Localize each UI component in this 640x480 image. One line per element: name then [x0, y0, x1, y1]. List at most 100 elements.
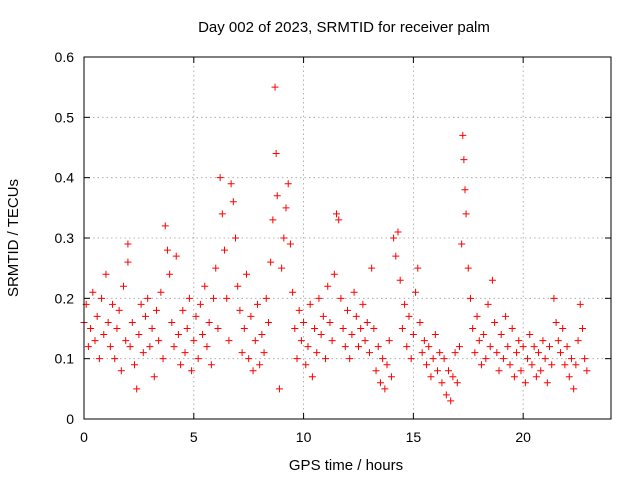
data-point — [581, 355, 589, 363]
data-point — [113, 325, 121, 332]
data-point — [203, 343, 211, 351]
data-point — [335, 216, 343, 224]
data-point — [354, 343, 362, 351]
data-point — [341, 343, 349, 351]
data-point — [502, 312, 510, 320]
data-point — [161, 222, 169, 230]
data-point — [570, 385, 578, 393]
data-point — [359, 300, 367, 308]
data-point — [297, 337, 305, 345]
data-point — [519, 343, 527, 351]
data-point — [256, 361, 264, 369]
data-point — [418, 349, 426, 357]
data-point — [196, 300, 204, 308]
data-point — [199, 331, 207, 339]
data-point — [436, 349, 444, 357]
data-point — [207, 361, 215, 369]
data-point — [453, 379, 461, 387]
data-point — [84, 343, 92, 351]
data-point — [302, 361, 310, 369]
data-point — [339, 325, 347, 332]
data-point — [185, 294, 193, 302]
data-point — [93, 312, 101, 320]
data-point — [322, 355, 330, 363]
data-point — [462, 210, 470, 218]
data-point — [420, 337, 428, 345]
data-point — [326, 318, 334, 326]
data-point — [174, 331, 182, 339]
data-point — [286, 240, 294, 248]
data-point — [455, 343, 463, 351]
data-point — [438, 379, 446, 387]
data-point — [372, 367, 380, 375]
data-point — [524, 355, 532, 363]
data-point — [423, 361, 431, 369]
data-point — [574, 337, 582, 345]
data-point — [223, 294, 231, 302]
data-point — [477, 361, 485, 369]
data-point — [394, 228, 402, 236]
data-point — [480, 331, 488, 339]
data-point — [190, 337, 198, 345]
data-point — [133, 385, 141, 393]
data-point — [559, 325, 567, 332]
data-point — [361, 337, 369, 345]
data-point — [172, 252, 180, 260]
data-point — [567, 355, 575, 363]
data-point — [144, 294, 152, 302]
data-point — [141, 312, 149, 320]
data-point — [111, 355, 119, 363]
data-point — [383, 361, 391, 369]
data-point — [205, 318, 213, 326]
data-point — [126, 343, 134, 351]
data-point — [295, 306, 303, 314]
data-point — [460, 156, 468, 164]
data-point — [344, 306, 351, 314]
data-point — [122, 337, 130, 345]
data-point — [387, 373, 395, 381]
data-point — [253, 300, 261, 308]
data-point — [131, 361, 139, 369]
data-point — [385, 337, 393, 345]
data-point — [304, 343, 312, 351]
data-point — [508, 325, 516, 332]
data-point — [192, 312, 200, 320]
data-point — [201, 282, 209, 290]
data-point — [249, 367, 257, 375]
data-point — [163, 246, 171, 254]
data-point — [407, 355, 415, 363]
data-point — [242, 270, 250, 278]
y-tick-label: 0.2 — [55, 290, 75, 306]
data-point — [275, 385, 283, 393]
data-point — [461, 186, 469, 194]
data-point — [578, 325, 586, 332]
data-point — [449, 373, 457, 381]
data-point — [510, 373, 518, 381]
data-point — [401, 300, 409, 308]
data-point — [532, 373, 540, 381]
data-point — [466, 294, 474, 302]
data-point — [102, 270, 110, 278]
data-point — [414, 264, 422, 272]
data-point — [308, 373, 316, 381]
data-point — [521, 379, 529, 387]
data-point — [379, 355, 387, 363]
data-point — [431, 331, 439, 339]
data-point — [282, 204, 290, 212]
data-point — [451, 349, 459, 357]
data-point — [390, 234, 398, 242]
data-point — [491, 318, 499, 326]
data-point — [550, 294, 558, 302]
data-point — [124, 258, 132, 266]
data-point — [504, 343, 512, 351]
data-point — [513, 349, 521, 357]
data-point — [264, 318, 272, 326]
data-point — [495, 367, 503, 375]
data-point — [221, 246, 229, 254]
data-point — [486, 343, 494, 351]
data-point — [115, 306, 123, 314]
data-point — [104, 318, 112, 326]
data-point — [445, 367, 453, 375]
data-point — [236, 306, 244, 314]
x-tick-label: 10 — [296, 429, 312, 445]
